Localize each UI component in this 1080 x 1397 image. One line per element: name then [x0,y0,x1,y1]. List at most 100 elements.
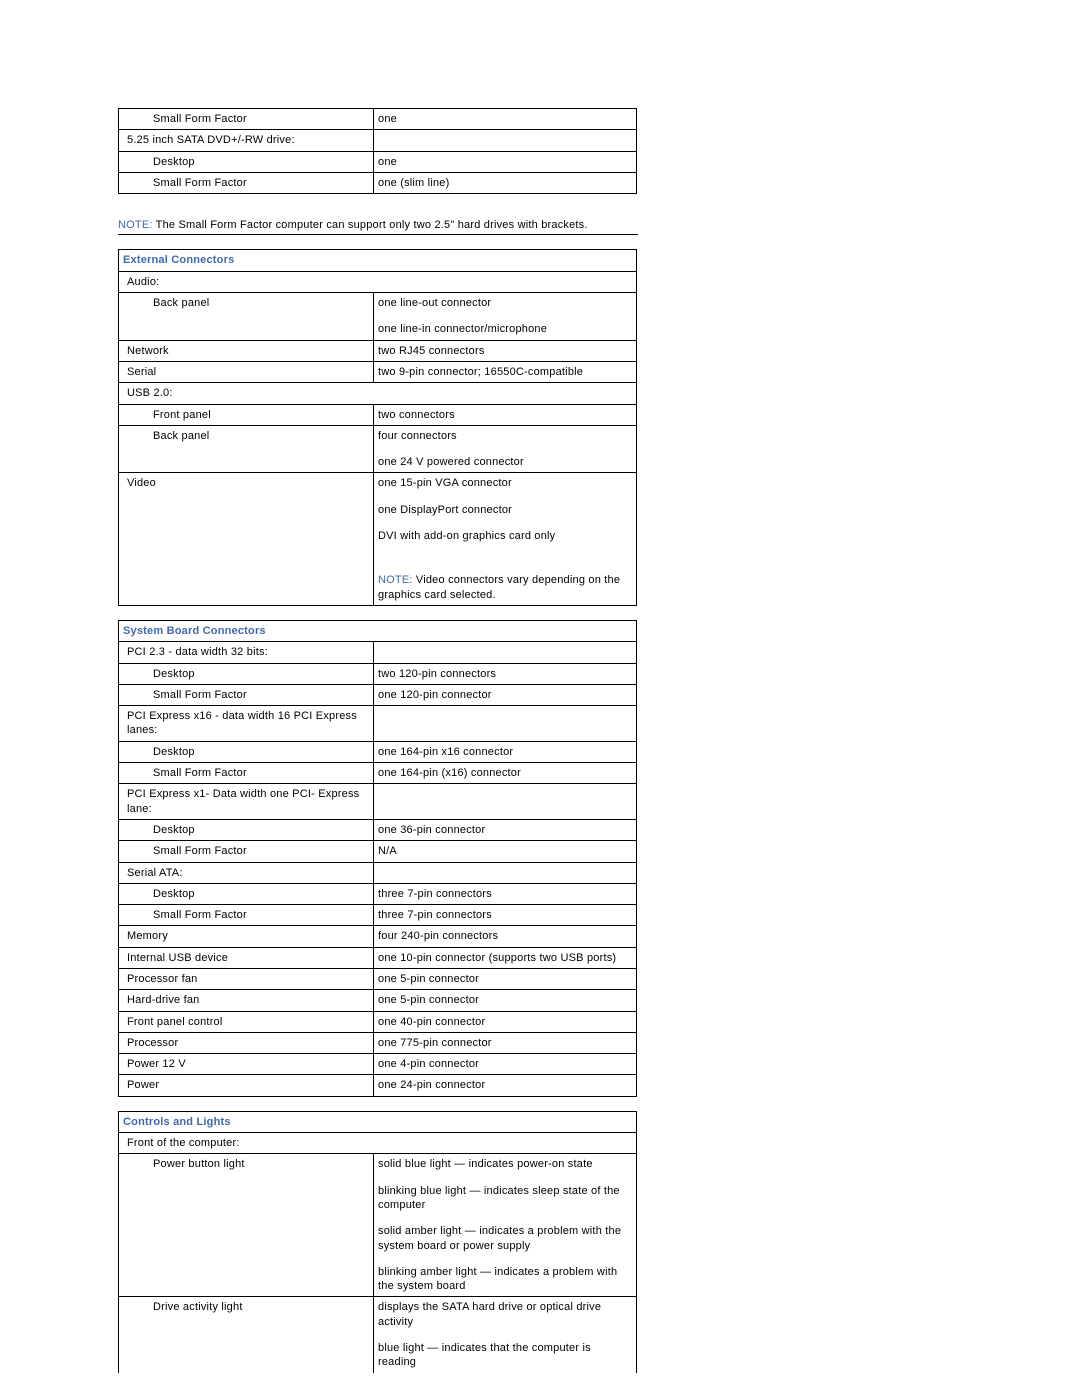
label-text: PCI 2.3 - data width 32 bits: [123,645,369,659]
label-text: Small Form Factor [123,844,369,858]
table-cell-label: Front of the computer: [119,1133,637,1154]
table-cell-label: Back panel [119,293,374,341]
table-cell-label: Front panel control [119,1011,374,1032]
table-cell-label: Small Form Factor [119,763,374,784]
value-paragraph: solid blue light — indicates power-on st… [378,1157,632,1171]
label-text: Processor [123,1036,369,1050]
value-paragraph: solid amber light — indicates a problem … [378,1224,632,1253]
table-cell-value [374,862,637,883]
controls-and-lights-table: Controls and Lights Front of the compute… [118,1111,637,1373]
table-cell-label: Network [119,340,374,361]
table-cell-label: Internal USB device [119,947,374,968]
value-paragraph: one line-out connector [378,296,632,310]
table-row: Processor fanone 5-pin connector [119,968,637,989]
table-cell-label: 5.25 inch SATA DVD+/-RW drive: [119,130,374,151]
table-row: Back panelone line-out connectorone line… [119,293,637,341]
label-text: Memory [123,929,369,943]
table-cell-label: USB 2.0: [119,383,637,404]
table-cell-value: one 5-pin connector [374,968,637,989]
table-row: Small Form Factorthree 7-pin connectors [119,905,637,926]
table-cell-value: displays the SATA hard drive or optical … [374,1297,637,1373]
table-cell-value [374,706,637,742]
table-cell-label: Hard-drive fan [119,990,374,1011]
label-text: Drive activity light [123,1300,369,1314]
label-text: Front panel [123,408,369,422]
table-cell-value: one line-out connectorone line-in connec… [374,293,637,341]
table-row: Desktopone [119,151,637,172]
table-cell-label: Small Form Factor [119,684,374,705]
table-cell-value: two 9-pin connector; 16550C-compatible [374,361,637,382]
table-cell-value: one 10-pin connector (supports two USB p… [374,947,637,968]
value-paragraph: one DisplayPort connector [378,503,632,517]
label-text: Power 12 V [123,1057,369,1071]
note-prefix: NOTE: [378,574,413,586]
table-cell-label: Desktop [119,151,374,172]
table-row: Desktoptwo 120-pin connectors [119,663,637,684]
table-row: Small Form Factorone [119,109,637,130]
table-row: PCI Express x1- Data width one PCI- Expr… [119,784,637,820]
drives-note: NOTE: The Small Form Factor computer can… [118,218,638,235]
value-paragraph: blue light — indicates that the computer… [378,1341,632,1370]
label-text: Front panel control [123,1015,369,1029]
table-cell-value [374,784,637,820]
value-paragraph: one 24 V powered connector [378,455,632,469]
label-text: Small Form Factor [123,766,369,780]
note-text: The Small Form Factor computer can suppo… [153,219,588,231]
table-row: Networktwo RJ45 connectors [119,340,637,361]
label-text: Internal USB device [123,951,369,965]
table-row: Power button light solid blue light — ind… [119,1154,637,1297]
table-cell-label: Processor [119,1032,374,1053]
table-cell-value: N/A [374,841,637,862]
table-cell-label: Power 12 V [119,1054,374,1075]
label-text: Back panel [123,429,369,443]
table-row: Serial ATA: [119,862,637,883]
table-cell-label: Serial ATA: [119,862,374,883]
label-text: Desktop [123,745,369,759]
table-row: Front panel two connectors [119,404,637,425]
label-text: Video [123,476,369,490]
table-cell-label: Small Form Factor [119,841,374,862]
label-text: Desktop [123,823,369,837]
label-text: Hard-drive fan [123,993,369,1007]
note-prefix: NOTE: [118,219,153,231]
table-cell-value: two connectors [374,404,637,425]
table-cell-value: one 15-pin VGA connector one DisplayPort … [374,473,637,605]
table-row: 5.25 inch SATA DVD+/-RW drive: [119,130,637,151]
label-text: Serial ATA: [123,866,369,880]
table-cell-label: Back panel [119,425,374,473]
table-cell-value: one 24-pin connector [374,1075,637,1096]
table-row: Small Form Factorone (slim line) [119,172,637,193]
table-row: Serial two 9-pin connector; 16550C-compat… [119,361,637,382]
table-cell-label: PCI Express x16 - data width 16 PCI Expr… [119,706,374,742]
table-row: Desktopone 164-pin x16 connector [119,741,637,762]
table-row: Internal USB device one 10-pin connector … [119,947,637,968]
table-cell-value: three 7-pin connectors [374,905,637,926]
table-cell-value: one 164-pin (x16) connector [374,763,637,784]
label-text: Desktop [123,887,369,901]
label-text: PCI Express x1- Data width one PCI- Expr… [123,787,369,816]
system-board-connectors-rows: PCI 2.3 - data width 32 bits: Desktoptwo … [119,642,637,1097]
table-row: Video one 15-pin VGA connector one Display… [119,473,637,605]
table-cell-value: one 775-pin connector [374,1032,637,1053]
drives-table-tail: Small Form Factorone5.25 inch SATA DVD+/… [118,108,637,194]
table-cell-label: Front panel [119,404,374,425]
label-text: Serial [123,365,369,379]
table-row: Front panel controlone 40-pin connector [119,1011,637,1032]
table-cell-value [374,642,637,663]
label-text: PCI Express x16 - data width 16 PCI Expr… [123,709,369,738]
drives-rows: Small Form Factorone5.25 inch SATA DVD+/… [119,109,637,194]
value-paragraph: one 15-pin VGA connector [378,476,632,490]
table-row: Drive activity light displays the SATA ha… [119,1297,637,1373]
table-row: Back panel four connectors one 24 V powere… [119,425,637,473]
value-paragraph: displays the SATA hard drive or optical … [378,1300,632,1329]
table-row: Powerone 24-pin connector [119,1075,637,1096]
value-paragraph: four connectors [378,429,632,443]
table-row: Desktopthree 7-pin connectors [119,883,637,904]
table-cell-label: Desktop [119,883,374,904]
label-text: Desktop [123,667,369,681]
table-row: Processor one 775-pin connector [119,1032,637,1053]
label-text: Power button light [123,1157,369,1171]
table-cell-label: Power [119,1075,374,1096]
table-cell-value [374,130,637,151]
table-cell-label: Memory [119,926,374,947]
